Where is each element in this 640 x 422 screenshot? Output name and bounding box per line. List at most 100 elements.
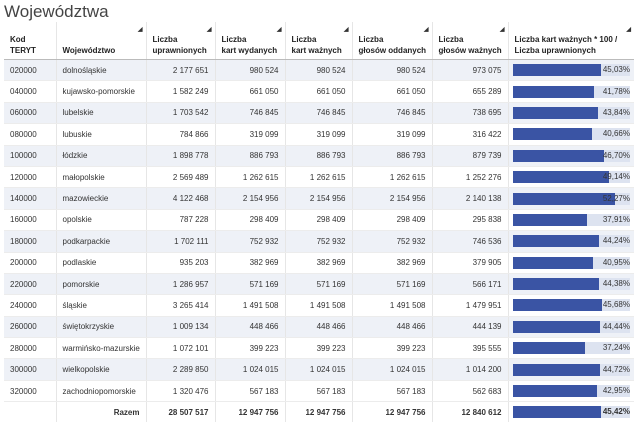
- cell-code: 320000: [4, 380, 56, 403]
- cell-eligible: 1 702 111: [145, 230, 215, 253]
- table-row[interactable]: 220000 pomorskie 1 286 957 571 169 571 169 57…: [4, 273, 634, 296]
- cell-ratio: 42,95%: [507, 380, 634, 403]
- table-row[interactable]: 200000 podlaskie 935 203 382 969 382 969 382 …: [4, 252, 634, 274]
- cell-code: 120000: [4, 166, 56, 189]
- total-issued: 12 947 756: [214, 401, 285, 422]
- cell-code: 180000: [4, 230, 56, 253]
- cell-votes-cast: 567 183: [351, 380, 432, 403]
- ratio-bar: [512, 128, 593, 141]
- ratio-value: 46,70%: [602, 150, 630, 160]
- cell-issued: 746 845: [214, 102, 285, 125]
- ratio-value: 49,14%: [602, 172, 630, 182]
- cell-ratio: 37,91%: [507, 209, 634, 232]
- ratio-bar: [512, 171, 609, 184]
- table-row[interactable]: 180000 podkarpackie 1 702 111 752 932 752 93…: [4, 230, 634, 253]
- table-row[interactable]: 160000 opolskie 787 228 298 409 298 409 298 4…: [4, 209, 634, 232]
- cell-name: podlaskie: [55, 252, 146, 274]
- cell-valid-cards: 746 845: [284, 102, 352, 125]
- cell-name: łódzkie: [55, 145, 146, 167]
- cell-valid-votes: 2 140 138: [431, 187, 508, 210]
- cell-issued: 1 491 508: [214, 294, 285, 317]
- table-row[interactable]: 280000 warmińsko-mazurskie 1 072 101 399 22…: [4, 337, 634, 360]
- ratio-value: 45,03%: [602, 65, 630, 75]
- ratio-bar: [512, 299, 602, 312]
- cell-valid-votes: 746 536: [431, 230, 508, 253]
- cell-issued: 567 183: [214, 380, 285, 403]
- cell-ratio: 45,03%: [507, 59, 634, 82]
- table-row[interactable]: 260000 świętokrzyskie 1 009 134 448 466 448 …: [4, 316, 634, 339]
- table-row[interactable]: 060000 lubelskie 1 703 542 746 845 746 845 74…: [4, 102, 634, 125]
- cell-name: kujawsko-pomorskie: [55, 80, 146, 103]
- ratio-bar: [512, 363, 601, 376]
- cell-issued: 448 466: [214, 316, 285, 339]
- cell-issued: 298 409: [214, 209, 285, 232]
- cell-name: podkarpackie: [55, 230, 146, 253]
- table-row[interactable]: 040000 kujawsko-pomorskie 1 582 249 661 050…: [4, 80, 634, 103]
- table-row[interactable]: 140000 mazowieckie 4 122 468 2 154 956 2 154…: [4, 187, 634, 210]
- cell-code: 040000: [4, 80, 56, 103]
- sort-icon: ◢: [423, 27, 429, 33]
- ratio-value: 40,95%: [602, 257, 630, 267]
- cell-votes-cast: 399 223: [351, 337, 432, 360]
- cell-ratio: 41,78%: [507, 80, 634, 103]
- total-valid-cards: 12 947 756: [284, 401, 352, 422]
- ratio-bar: [512, 256, 593, 269]
- cell-issued: 319 099: [214, 123, 285, 146]
- sort-icon: ◢: [626, 27, 631, 33]
- ratio-bar: [512, 192, 615, 205]
- cell-eligible: 1 009 134: [145, 316, 215, 339]
- cell-votes-cast: 1 024 015: [351, 358, 432, 381]
- cell-valid-cards: 661 050: [284, 80, 352, 103]
- cell-valid-cards: 1 024 015: [284, 358, 352, 381]
- cell-eligible: 4 122 468: [145, 187, 215, 210]
- column-header-code[interactable]: Kod TERYT: [4, 22, 56, 60]
- cell-valid-votes: 1 014 200: [431, 358, 508, 381]
- cell-eligible: 935 203: [145, 252, 215, 274]
- table-row[interactable]: 320000 zachodniopomorskie 1 320 476 567 183…: [4, 380, 634, 403]
- column-header-ratio[interactable]: ◢ Liczba kart ważnych * 100 /Liczba upraw…: [507, 22, 634, 60]
- cell-name: warmińsko-mazurskie: [55, 337, 146, 360]
- column-header-valid-votes[interactable]: ◢ Liczba głosów ważnych: [431, 22, 508, 60]
- cell-votes-cast: 1 491 508: [351, 294, 432, 317]
- cell-name: śląskie: [55, 294, 146, 317]
- totals-label: Razem: [55, 401, 146, 422]
- ratio-value: 37,91%: [602, 214, 630, 224]
- cell-valid-votes: 1 252 276: [431, 166, 508, 189]
- cell-valid-cards: 448 466: [284, 316, 352, 339]
- cell-name: pomorskie: [55, 273, 146, 296]
- cell-name: lubelskie: [55, 102, 146, 125]
- table-row[interactable]: 300000 wielkopolskie 2 289 850 1 024 015 1 0…: [4, 358, 634, 381]
- table-row[interactable]: 120000 małopolskie 2 569 489 1 262 615 1 262…: [4, 166, 634, 189]
- cell-valid-votes: 562 683: [431, 380, 508, 403]
- cell-votes-cast: 661 050: [351, 80, 432, 103]
- ratio-bar: [512, 149, 604, 162]
- cell-code: 080000: [4, 123, 56, 146]
- cell-code: 300000: [4, 358, 56, 381]
- cell-name: wielkopolskie: [55, 358, 146, 381]
- ratio-bar: [512, 106, 599, 119]
- table-row[interactable]: 020000 dolnośląskie 2 177 651 980 524 980 52…: [4, 59, 634, 82]
- ratio-value: 43,84%: [602, 107, 630, 117]
- sort-icon: ◢: [137, 27, 143, 33]
- ratio-bar: [512, 342, 586, 355]
- cell-valid-votes: 1 479 951: [431, 294, 508, 317]
- cell-valid-cards: 382 969: [284, 252, 352, 274]
- column-header-votes-cast[interactable]: ◢ Liczba głosów oddanych: [351, 22, 432, 60]
- column-header-eligible[interactable]: ◢ Liczba uprawnionych: [145, 22, 215, 60]
- cell-valid-votes: 738 695: [431, 102, 508, 125]
- cell-code: 220000: [4, 273, 56, 296]
- cell-valid-cards: 571 169: [284, 273, 352, 296]
- ratio-value: 44,24%: [602, 236, 630, 246]
- cell-valid-votes: 379 905: [431, 252, 508, 274]
- cell-valid-votes: 444 139: [431, 316, 508, 339]
- cell-ratio: 44,72%: [507, 358, 634, 381]
- table-row[interactable]: 080000 lubuskie 784 866 319 099 319 099 319 0…: [4, 123, 634, 146]
- column-header-valid-cards[interactable]: ◢ Liczba kart ważnych: [284, 22, 352, 60]
- table-row[interactable]: 240000 śląskie 3 265 414 1 491 508 1 491 508…: [4, 294, 634, 317]
- cell-valid-votes: 566 171: [431, 273, 508, 296]
- cell-code: 240000: [4, 294, 56, 317]
- column-header-issued[interactable]: ◢ Liczba kart wydanych: [214, 22, 285, 60]
- column-header-name[interactable]: ◢ Województwo: [55, 22, 146, 60]
- table-row[interactable]: 100000 łódzkie 1 898 778 886 793 886 793 886 …: [4, 145, 634, 167]
- cell-issued: 399 223: [214, 337, 285, 360]
